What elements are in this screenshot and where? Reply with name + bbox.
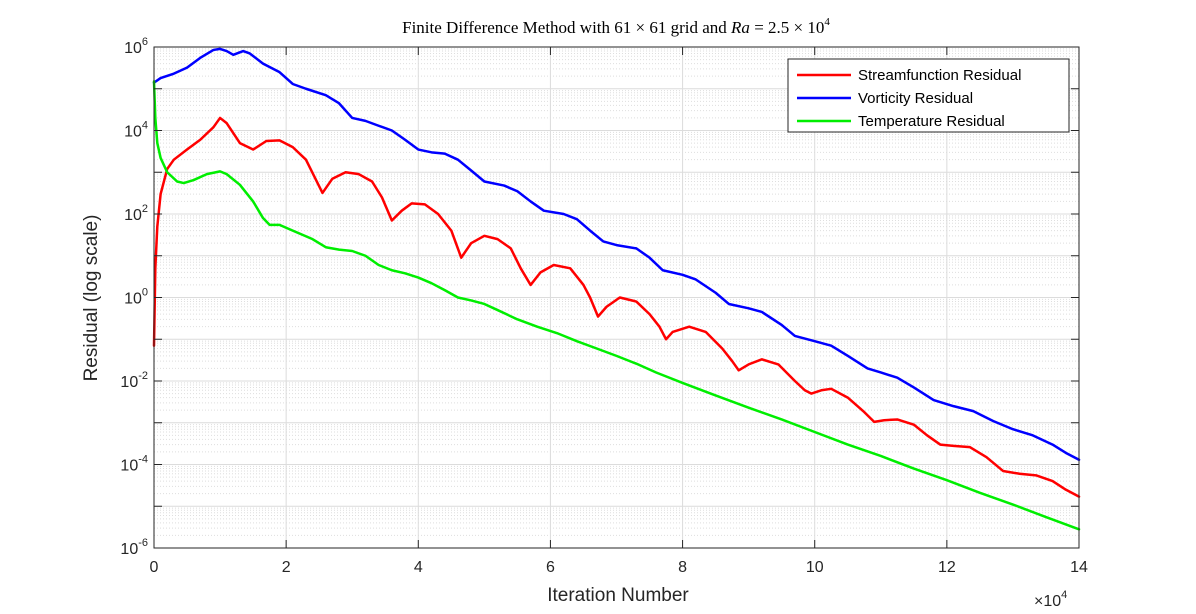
series-lines (152, 47, 1081, 531)
legend-label: Vorticity Residual (858, 90, 973, 107)
legend-box (787, 58, 1070, 133)
y-tick-label: 102 (124, 203, 148, 224)
y-tick-label: 10-4 (120, 454, 148, 475)
x-axis-multiplier: ×104 (1034, 589, 1067, 610)
x-axis-label: Iteration Number (547, 585, 689, 606)
x-tick-label: 4 (414, 559, 423, 576)
axis-ticks (153, 46, 1080, 549)
chart-title: Finite Difference Method with 61 × 61 gr… (402, 16, 830, 37)
x-tick-labels: 0 2 4 6 8 10 12 14 (150, 559, 1088, 576)
legend: Streamfunction Residual Vorticity Residua… (787, 58, 1070, 133)
x-tick-label: 0 (150, 559, 159, 576)
y-tick-label: 10-2 (120, 370, 148, 391)
x-tick-label: 2 (282, 559, 291, 576)
x-tick-label: 10 (806, 559, 824, 576)
x-tick-label: 14 (1070, 559, 1088, 576)
y-tick-labels: 10-6 10-4 10-2 100 102 104 106 (120, 36, 148, 558)
y-tick-label: 106 (124, 36, 148, 57)
legend-items: Streamfunction Residual Vorticity Residua… (797, 67, 1021, 130)
y-axis-label: Residual (log scale) (81, 215, 102, 382)
x-tick-label: 6 (546, 559, 555, 576)
y-tick-label: 104 (124, 120, 148, 141)
series-line-1 (152, 116, 1081, 498)
legend-label: Streamfunction Residual (858, 67, 1021, 84)
y-tick-label: 100 (124, 287, 148, 308)
series-line-3 (152, 80, 1081, 531)
legend-label: Temperature Residual (858, 113, 1005, 130)
y-tick-label: 10-6 (120, 537, 148, 558)
series-line-2 (152, 47, 1081, 461)
x-tick-label: 8 (678, 559, 687, 576)
x-tick-label: 12 (938, 559, 956, 576)
